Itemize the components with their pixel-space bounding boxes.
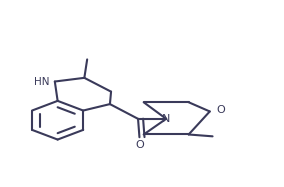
Text: O: O [135, 140, 144, 150]
Text: HN: HN [34, 76, 49, 87]
Text: N: N [162, 114, 170, 124]
Text: O: O [217, 105, 225, 115]
